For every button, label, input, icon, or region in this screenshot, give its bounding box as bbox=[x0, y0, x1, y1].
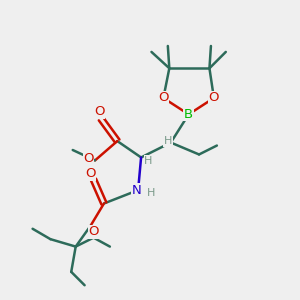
Text: H: H bbox=[144, 156, 153, 166]
Text: O: O bbox=[88, 225, 99, 238]
Text: H: H bbox=[146, 188, 155, 198]
Text: O: O bbox=[85, 167, 96, 180]
Text: B: B bbox=[184, 108, 193, 121]
Text: O: O bbox=[209, 92, 219, 104]
Text: N: N bbox=[132, 184, 142, 196]
Text: O: O bbox=[83, 152, 94, 165]
Text: H: H bbox=[164, 136, 172, 146]
Text: O: O bbox=[94, 105, 105, 118]
Text: O: O bbox=[158, 92, 169, 104]
